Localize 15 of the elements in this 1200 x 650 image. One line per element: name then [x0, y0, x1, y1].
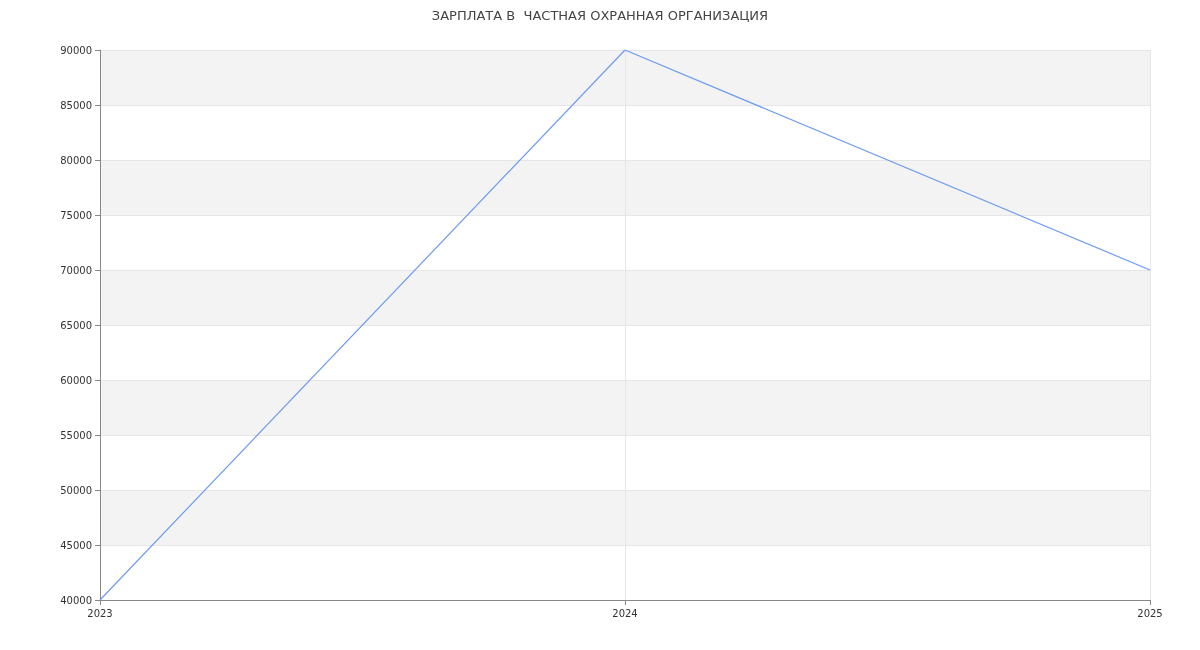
chart-title: ЗАРПЛАТА В ЧАСТНАЯ ОХРАННАЯ ОРГАНИЗАЦИЯ: [431, 8, 769, 23]
y-tick-label: 70000: [60, 264, 92, 276]
y-tick-label: 40000: [60, 594, 92, 606]
y-tick-label: 80000: [60, 154, 92, 166]
y-tick-label: 85000: [60, 99, 92, 111]
y-tick-label: 90000: [60, 44, 92, 56]
y-tick-label: 65000: [60, 319, 92, 331]
y-tick-label: 75000: [60, 209, 92, 221]
x-tick-label: 2025: [1137, 607, 1163, 619]
y-tick-label: 45000: [60, 539, 92, 551]
y-tick-label: 50000: [60, 484, 92, 496]
x-tick-label: 2023: [87, 607, 113, 619]
y-tick-label: 55000: [60, 429, 92, 441]
y-tick-label: 60000: [60, 374, 92, 386]
x-tick-label: 2024: [612, 607, 638, 619]
